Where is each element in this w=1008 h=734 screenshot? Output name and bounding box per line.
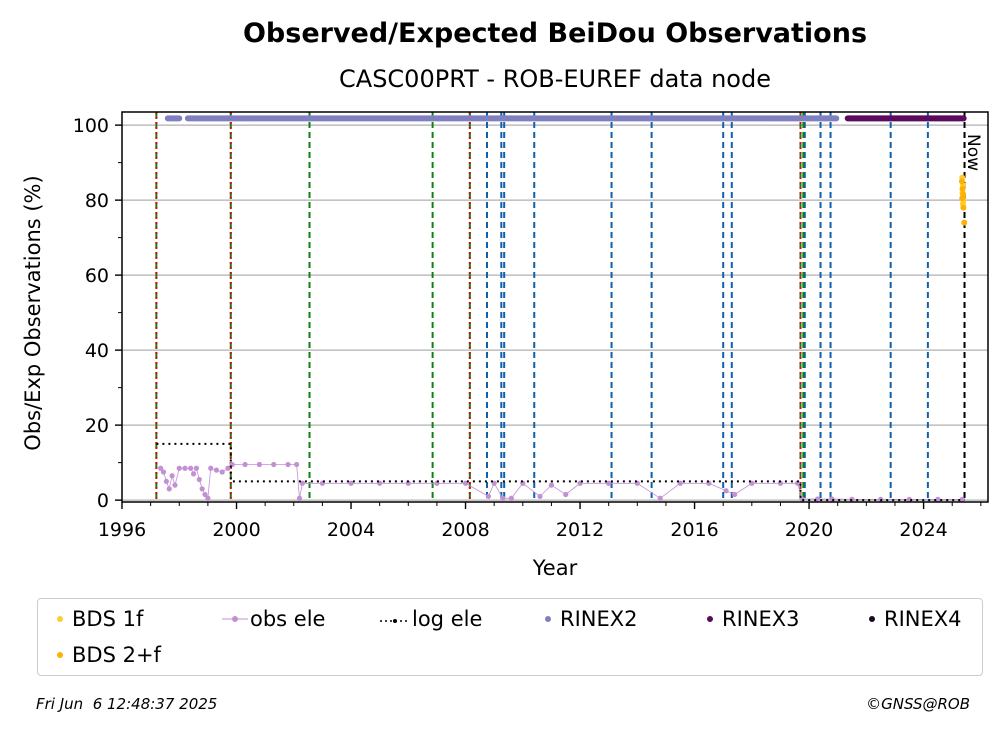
- x-tick-label-1996: 1996: [98, 519, 146, 541]
- series-obs-ele-point-17: [219, 469, 225, 475]
- series-obs-ele-point-5: [172, 482, 178, 488]
- series-obs-ele-point-7: [182, 465, 188, 471]
- series-obs-ele-point-35: [500, 495, 506, 501]
- series-obs-ele-point-14: [205, 495, 211, 501]
- series-obs-ele-point-39: [548, 482, 555, 488]
- series-obs-ele-point-32: [462, 480, 469, 486]
- series-obs-ele-point-23: [285, 461, 291, 468]
- y-tick-label-40: 40: [85, 340, 109, 362]
- series-bds-2-f-point-0: [958, 178, 965, 185]
- series-obs-ele-point-59: [959, 496, 965, 502]
- x-tick-label-2000: 2000: [212, 519, 260, 541]
- series-obs-ele-point-20: [242, 461, 248, 468]
- legend-label-log-ele: log ele: [412, 607, 483, 631]
- series-bds-2-f-point-1: [959, 185, 966, 192]
- legend-marker-log-ele: [380, 619, 410, 623]
- series-obs-ele-point-42: [606, 480, 612, 486]
- series-obs-ele-point-9: [190, 471, 197, 477]
- credit: ©GNSS@ROB: [866, 695, 970, 713]
- series-obs-ele-point-44: [657, 495, 663, 501]
- series-obs-ele-point-13: [202, 491, 208, 498]
- legend-marker-bds-2f: [57, 652, 63, 658]
- y-tick-label-80: 80: [85, 190, 109, 212]
- series-obs-ele-point-11: [196, 476, 202, 483]
- series-obs-ele-point-15: [208, 465, 214, 471]
- series-bds-2-f-point-5: [961, 219, 968, 226]
- event-lines: [155, 112, 966, 502]
- legend-label-bds-1f: BDS 1f: [72, 607, 144, 631]
- grid-layer: [122, 124, 988, 501]
- series-obs-ele-point-2: [163, 478, 169, 484]
- legend-label-rinex4: RINEX4: [884, 607, 962, 631]
- timestamp: Fri Jun 6 12:48:37 2025: [36, 695, 218, 713]
- y-tick-label-60: 60: [85, 265, 109, 287]
- y-axis-label: Obs/Exp Observations (%): [21, 175, 45, 450]
- series-obs-ele-point-45: [677, 480, 683, 486]
- legend-marker-rinex3: [707, 616, 713, 622]
- series-obs-ele-point-3: [166, 486, 172, 492]
- y-tick-label-0: 0: [97, 490, 109, 512]
- series-obs-ele-point-53: [815, 496, 821, 502]
- legend-marker-rinex2: [545, 616, 551, 622]
- now-label: Now: [963, 134, 983, 171]
- series-obs-ele-point-0: [158, 465, 164, 471]
- legend-label-bds-2f: BDS 2+f: [72, 643, 161, 667]
- series-obs-ele-point-18: [225, 465, 231, 471]
- series-obs-ele-point-10: [193, 465, 200, 471]
- series-obs-ele-point-47: [723, 488, 729, 494]
- series-obs-ele-point-40: [563, 491, 569, 498]
- series-obs-ele-point-1: [160, 469, 167, 475]
- series-obs-ele-point-38: [537, 493, 543, 499]
- series-obs-ele-point-36: [508, 495, 514, 501]
- chart-subtitle: CASC00PRT - ROB-EUREF data node: [339, 65, 771, 93]
- series-obs-ele-point-24: [294, 461, 300, 468]
- series-obs-ele-point-12: [199, 486, 205, 492]
- series-log-ele-line: [156, 442, 965, 502]
- x-tick-label-2008: 2008: [441, 519, 489, 541]
- legend: BDS 1f BDS 2+f obs ele log ele RINEX2 RI…: [37, 598, 983, 676]
- legend-label-rinex2: RINEX2: [560, 607, 638, 631]
- series-obs-ele-point-28: [348, 480, 354, 486]
- chart-title: Observed/Expected BeiDou Observations: [243, 18, 867, 49]
- series-obs-ele-point-51: [795, 480, 801, 486]
- series-obs-ele-point-4: [169, 473, 175, 479]
- series-obs-ele-point-8: [188, 465, 194, 471]
- series-obs-ele-point-58: [935, 496, 941, 502]
- x-axis-label: Year: [532, 556, 578, 580]
- legend-label-rinex3: RINEX3: [722, 607, 800, 631]
- legend-label-obs-ele: obs ele: [250, 607, 326, 631]
- legend-marker-obs-ele: [222, 616, 248, 622]
- x-tick-label-2020: 2020: [785, 519, 833, 541]
- series-obs-ele-line: [160, 464, 963, 500]
- series-obs-ele-point-16: [213, 467, 220, 473]
- x-tick-label-2024: 2024: [899, 519, 947, 541]
- series-obs-ele-point-6: [176, 465, 182, 471]
- series-bds-2-f-point-3: [959, 195, 966, 202]
- data-layer: [156, 115, 968, 502]
- x-tick-label-2016: 2016: [670, 519, 718, 541]
- x-tick-label-2012: 2012: [556, 519, 604, 541]
- series-bds-2-f-point-4: [960, 204, 967, 211]
- legend-marker-rinex4: [869, 616, 875, 622]
- series-obs-ele-point-48: [732, 491, 738, 498]
- legend-marker-bds-1f: [57, 616, 63, 622]
- y-tick-label-100: 100: [73, 115, 109, 137]
- x-tick-label-2004: 2004: [327, 519, 375, 541]
- y-tick-label-20: 20: [85, 415, 109, 437]
- axes: 1996 2000 2004 2008 2012 2016 2020 2024 0 20 40 60 8…: [73, 111, 989, 541]
- plot-frame: [121, 111, 989, 503]
- series-obs-ele-point-25: [296, 495, 303, 501]
- series-obs-ele-point-33: [485, 493, 492, 499]
- series-obs-ele-point-26: [299, 480, 305, 486]
- series-obs-ele-point-22: [271, 461, 277, 468]
- series-obs-ele-point-21: [256, 461, 263, 468]
